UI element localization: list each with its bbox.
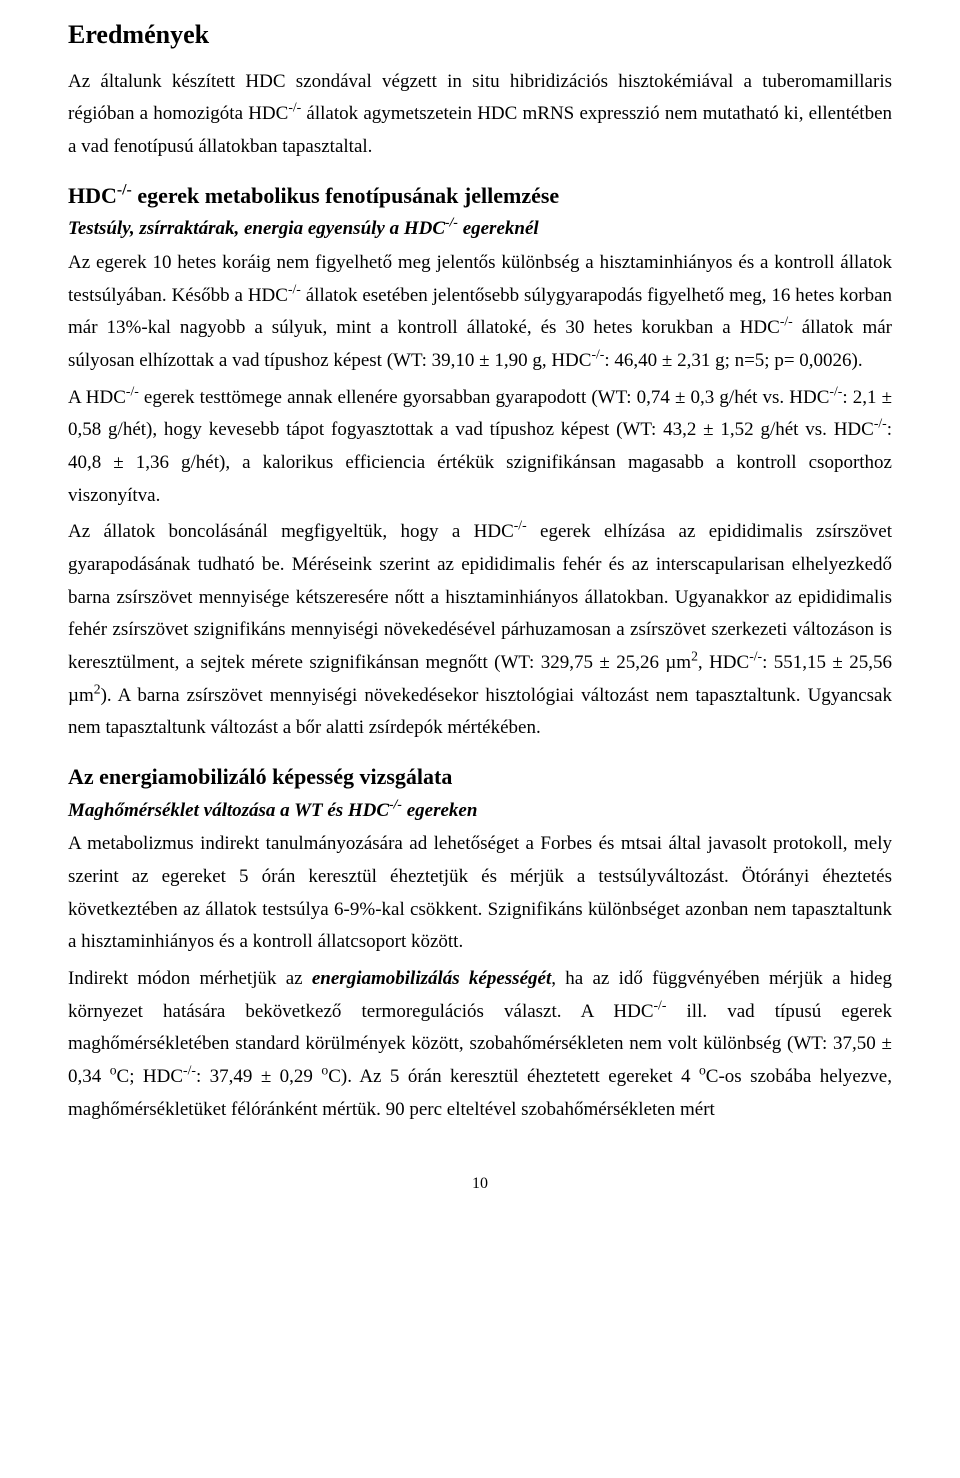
heading-energy-mobilization: Az energiamobilizáló képesség vizsgálata <box>68 763 892 792</box>
para-intro: Az általunk készített HDC szondával végz… <box>68 66 892 164</box>
para-dissection: Az állatok boncolásánál megfigyeltük, ho… <box>68 516 892 745</box>
para-body-mass: A HDC-/- egerek testtömege annak ellenér… <box>68 382 892 513</box>
heading-results: Eredmények <box>68 18 892 52</box>
para-metabolism-study: A metabolizmus indirekt tanulmányozására… <box>68 828 892 959</box>
heading-metabolic: HDC-/- egerek metabolikus fenotípusának … <box>68 182 892 211</box>
para-indirect-energy: Indirekt módon mérhetjük az energiamobil… <box>68 963 892 1126</box>
subheading-weight-fat: Testsúly, zsírraktárak, energia egyensúl… <box>68 216 892 243</box>
document-page: Eredmények Az általunk készített HDC szo… <box>0 0 960 1478</box>
para-weight-fat: Az egerek 10 hetes koráig nem figyelhető… <box>68 247 892 378</box>
page-number: 10 <box>68 1170 892 1198</box>
subheading-core-temp: Maghőmérséklet változása a WT és HDC-/- … <box>68 798 892 825</box>
